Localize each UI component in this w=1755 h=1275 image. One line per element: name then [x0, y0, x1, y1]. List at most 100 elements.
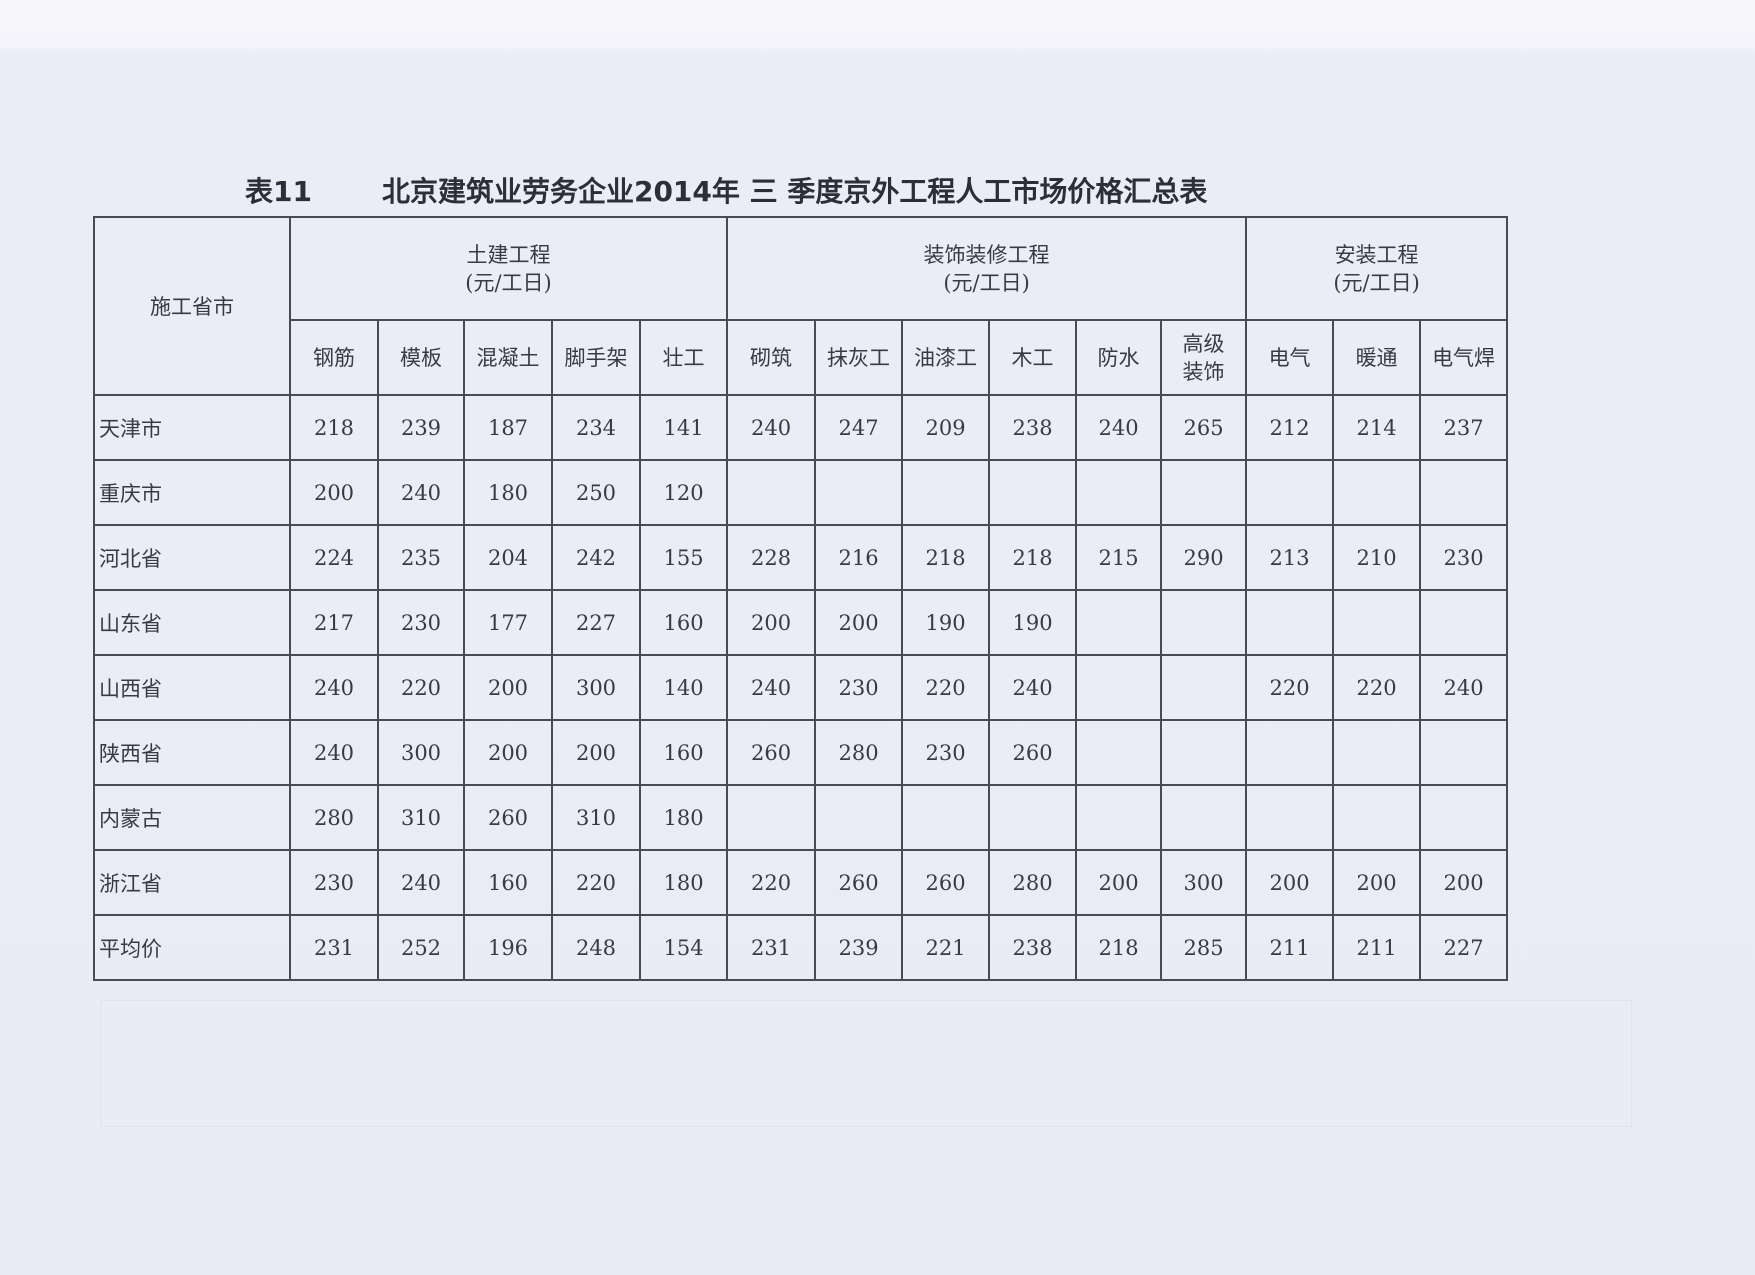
price-cell: 213 — [1245, 524, 1335, 591]
price-cell: 140 — [638, 654, 729, 721]
table-row: 重庆市 200 240 180 250 120 — [93, 459, 1509, 526]
price-cell: 204 — [463, 524, 553, 591]
table-row: 浙江省 230 240 160 220 180 220 260 260 280 200 300 200 2… — [93, 849, 1509, 916]
price-cell — [1419, 459, 1509, 526]
price-cell: 216 — [814, 524, 904, 591]
price-cell — [1332, 784, 1422, 851]
group-unit: (元/工日) — [465, 270, 552, 295]
price-cell: 160 — [638, 719, 729, 786]
price-cell: 220 — [726, 849, 817, 916]
column-header: 防水 — [1075, 319, 1163, 396]
price-cell: 227 — [551, 589, 641, 656]
price-cell: 235 — [377, 524, 465, 591]
price-cell: 234 — [551, 394, 641, 461]
group-name: 装饰装修工程 — [923, 242, 1050, 267]
price-cell: 240 — [289, 719, 379, 786]
price-cell: 220 — [377, 654, 465, 721]
price-cell — [1245, 719, 1335, 786]
price-cell: 240 — [988, 654, 1078, 721]
price-cell: 228 — [726, 524, 817, 591]
province-cell: 平均价 — [93, 914, 291, 981]
province-cell: 重庆市 — [93, 459, 291, 526]
price-cell: 265 — [1160, 394, 1248, 461]
price-cell: 230 — [289, 849, 379, 916]
price-cell: 230 — [814, 654, 904, 721]
price-cell: 154 — [638, 914, 729, 981]
column-header: 砌筑 — [726, 319, 817, 396]
price-cell: 310 — [377, 784, 465, 851]
price-cell: 240 — [726, 654, 817, 721]
price-cell: 211 — [1332, 914, 1422, 981]
price-cell: 240 — [377, 459, 465, 526]
price-cell — [901, 784, 991, 851]
group-header: 装饰装修工程 (元/工日) — [726, 216, 1248, 321]
province-cell: 山东省 — [93, 589, 291, 656]
price-cell: 250 — [551, 459, 641, 526]
price-cell: 230 — [1419, 524, 1509, 591]
table-header: 施工省市 土建工程 (元/工日) 装饰装修工程 (元/工日) 安装工程 (元/工日) 钢筋 模板… — [93, 216, 1509, 396]
price-cell — [726, 459, 817, 526]
price-cell — [988, 784, 1078, 851]
price-cell: 300 — [551, 654, 641, 721]
price-cell — [726, 784, 817, 851]
price-cell — [1332, 459, 1422, 526]
price-cell: 260 — [463, 784, 553, 851]
price-cell: 217 — [289, 589, 379, 656]
price-cell: 220 — [1245, 654, 1335, 721]
price-cell: 252 — [377, 914, 465, 981]
price-cell: 141 — [638, 394, 729, 461]
price-cell: 260 — [988, 719, 1078, 786]
table-row: 山西省 240 220 200 300 140 240 230 220 240 220 220 240 — [93, 654, 1509, 721]
price-cell: 218 — [289, 394, 379, 461]
price-cell — [1075, 719, 1163, 786]
price-cell: 239 — [814, 914, 904, 981]
column-header: 模板 — [377, 319, 465, 396]
price-cell: 160 — [638, 589, 729, 656]
price-cell: 214 — [1332, 394, 1422, 461]
price-cell: 224 — [289, 524, 379, 591]
price-cell: 285 — [1160, 914, 1248, 981]
price-cell: 200 — [551, 719, 641, 786]
price-cell: 200 — [463, 654, 553, 721]
column-header: 混凝土 — [463, 319, 553, 396]
price-cell: 218 — [901, 524, 991, 591]
price-cell: 200 — [463, 719, 553, 786]
price-cell — [814, 784, 904, 851]
price-cell: 221 — [901, 914, 991, 981]
group-header: 安装工程 (元/工日) — [1245, 216, 1509, 321]
price-cell: 177 — [463, 589, 553, 656]
province-cell: 浙江省 — [93, 849, 291, 916]
price-cell — [1160, 589, 1248, 656]
price-cell: 200 — [726, 589, 817, 656]
title-text: 北京建筑业劳务企业2014年 三 季度京外工程人工市场价格汇总表 — [381, 175, 1208, 208]
price-cell: 220 — [551, 849, 641, 916]
province-cell: 河北省 — [93, 524, 291, 591]
column-header: 电气焊 — [1419, 319, 1509, 396]
price-cell: 190 — [901, 589, 991, 656]
price-cell: 187 — [463, 394, 553, 461]
show-through-table — [100, 1000, 1632, 1127]
price-cell — [1075, 459, 1163, 526]
price-cell: 160 — [463, 849, 553, 916]
price-cell: 247 — [814, 394, 904, 461]
group-name: 土建工程 — [466, 242, 551, 267]
price-cell: 230 — [377, 589, 465, 656]
price-cell — [1075, 654, 1163, 721]
price-cell: 260 — [726, 719, 817, 786]
price-cell — [1332, 589, 1422, 656]
province-cell: 天津市 — [93, 394, 291, 461]
price-cell: 200 — [1075, 849, 1163, 916]
group-unit: (元/工日) — [943, 270, 1030, 295]
price-cell — [988, 459, 1078, 526]
price-cell — [1419, 784, 1509, 851]
price-cell: 300 — [377, 719, 465, 786]
column-header: 油漆工 — [901, 319, 991, 396]
price-cell — [1419, 589, 1509, 656]
price-cell: 280 — [289, 784, 379, 851]
price-cell: 238 — [988, 394, 1078, 461]
price-cell: 218 — [1075, 914, 1163, 981]
price-cell: 211 — [1245, 914, 1335, 981]
price-cell — [1245, 784, 1335, 851]
price-cell: 220 — [901, 654, 991, 721]
group-name: 安装工程 — [1334, 242, 1419, 267]
